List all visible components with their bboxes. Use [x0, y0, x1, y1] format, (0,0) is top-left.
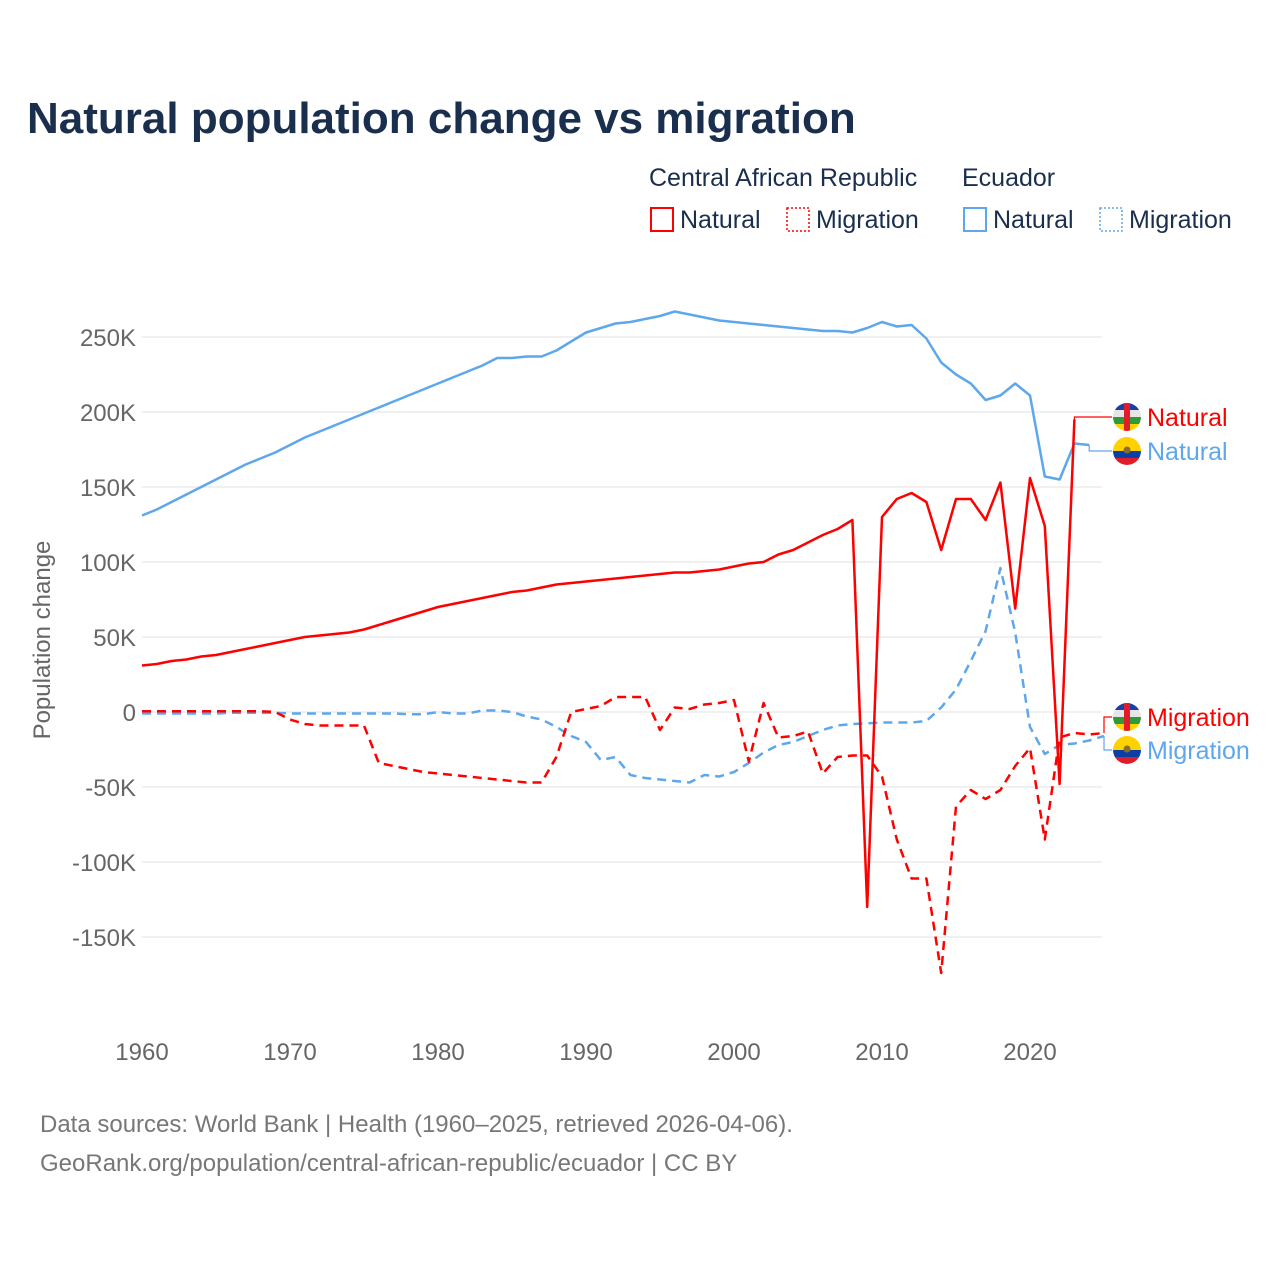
end-label-connector [1073, 416, 1112, 420]
y-tick-label: 100K [80, 550, 136, 577]
legend-group-car: Central African Republic [649, 164, 917, 192]
legend-label-ecu-natural[interactable]: Natural [993, 206, 1074, 234]
ecuador-flag-icon [1113, 736, 1141, 764]
car-flag-icon [1113, 703, 1141, 731]
chart-title: Natural population change vs migration [27, 94, 856, 143]
series-line-ecuador-natural[interactable] [141, 310, 1090, 517]
x-tick-label: 1970 [263, 1039, 316, 1066]
legend-swatch-car-natural [650, 207, 674, 232]
legend-label-ecu-migration[interactable]: Migration [1129, 206, 1232, 234]
end-label-connector [1103, 736, 1112, 751]
footer-sources: Data sources: World Bank | Health (1960–… [40, 1111, 793, 1138]
legend-swatch-ecu-natural [963, 207, 987, 232]
series-line-central-african-republic-migration[interactable] [142, 695, 1105, 975]
end-label-connector [1088, 445, 1112, 452]
y-tick-label: 200K [80, 400, 136, 427]
x-tick-label: 2020 [1003, 1039, 1056, 1066]
car-flag-icon [1113, 403, 1141, 431]
footer-link[interactable]: GeoRank.org/population/central-african-r… [40, 1150, 737, 1177]
end-label-migration: Migration [1147, 704, 1250, 732]
y-tick-label: 150K [80, 475, 136, 502]
x-tick-label: 2010 [855, 1039, 908, 1066]
end-label-natural: Natural [1147, 438, 1228, 466]
legend-label-car-natural[interactable]: Natural [680, 206, 761, 234]
y-tick-label: 50K [93, 625, 136, 652]
y-axis-label: Population change [29, 541, 56, 740]
legend-label-car-migration[interactable]: Migration [816, 206, 919, 234]
x-tick-label: 2000 [707, 1039, 760, 1066]
end-label-migration: Migration [1147, 737, 1250, 765]
series-line-central-african-republic-natural[interactable] [141, 419, 1076, 909]
y-tick-label: -50K [85, 775, 136, 802]
series-line-ecuador-migration[interactable] [142, 566, 1105, 784]
x-tick-label: 1960 [115, 1039, 168, 1066]
end-label-natural: Natural [1147, 404, 1228, 432]
end-label-connector [1103, 716, 1112, 733]
y-tick-label: -150K [72, 925, 136, 952]
y-tick-label: 0 [123, 700, 136, 727]
legend-group-ecuador: Ecuador [962, 164, 1055, 192]
legend-swatch-ecu-migration [1099, 207, 1123, 232]
y-tick-label: -100K [72, 850, 136, 877]
legend-swatch-car-migration [786, 207, 810, 232]
x-tick-label: 1990 [559, 1039, 612, 1066]
ecuador-flag-icon [1113, 437, 1141, 465]
x-tick-label: 1980 [411, 1039, 464, 1066]
y-tick-label: 250K [80, 325, 136, 352]
